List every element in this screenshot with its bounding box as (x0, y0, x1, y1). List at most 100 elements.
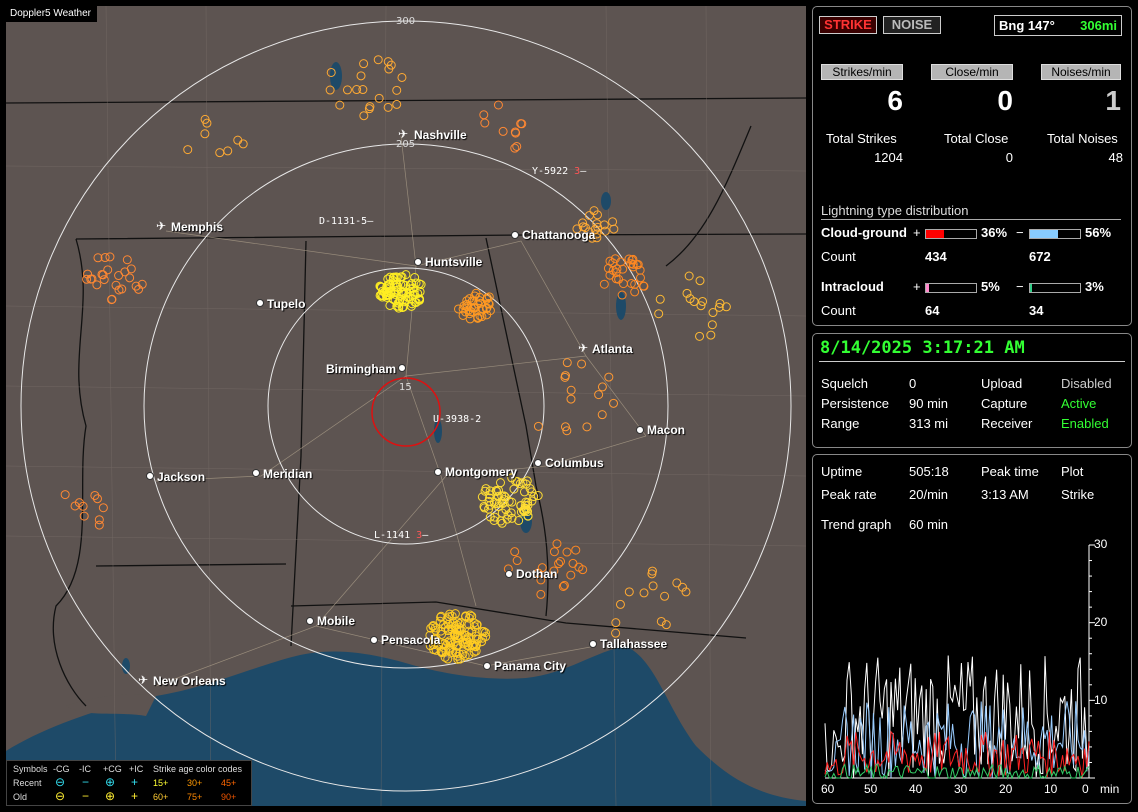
strike-marker (559, 580, 569, 590)
strike-marker (695, 331, 705, 341)
distribution-title: Lightning type distribution (821, 203, 969, 218)
strike-marker (511, 476, 521, 486)
receiver-label: Receiver (981, 416, 1033, 431)
city-dot (146, 472, 154, 480)
trend-graph-label: Trend graph (821, 517, 892, 532)
strike-marker (648, 581, 658, 591)
strike-marker (378, 286, 388, 296)
strike-marker (562, 426, 572, 436)
strike-marker (87, 274, 97, 284)
strike-marker (391, 282, 401, 292)
capture-label: Capture (981, 396, 1028, 411)
strike-marker (562, 547, 572, 557)
strike-marker (498, 126, 508, 136)
strike-marker (90, 490, 100, 500)
neg-cg-old-icon: ⊖ (55, 789, 66, 803)
strike-marker (615, 599, 625, 609)
lightning-map[interactable]: Doppler5 Weather 300 205 15 ✈ Nashville … (6, 6, 806, 806)
strike-marker (411, 278, 421, 288)
age-75: 75+ (187, 792, 203, 802)
pos-cg-old-icon: ⊕ (105, 789, 116, 803)
neg-ic-recent-icon: − (82, 775, 90, 789)
strike-marker (480, 628, 490, 638)
city-nashville: Nashville (414, 128, 467, 142)
x-tick-40: 40 (909, 782, 923, 796)
strike-marker (125, 273, 135, 283)
strike-marker (584, 227, 594, 237)
strike-marker (122, 255, 132, 265)
plot-value[interactable]: Strike (1061, 487, 1095, 502)
strike-marker (435, 616, 445, 626)
x-tick-10: 10 (1044, 782, 1058, 796)
age-90: 90+ (221, 792, 237, 802)
strike-marker (466, 307, 476, 317)
strike-marker (597, 410, 607, 420)
trend-panel: Uptime 505:18 Peak time Plot Peak rate 2… (812, 454, 1132, 804)
city-dot (370, 636, 378, 644)
strike-marker (405, 281, 415, 291)
strike-marker (477, 492, 487, 502)
strike-marker (672, 578, 682, 588)
strike-marker (388, 275, 398, 285)
noises-per-min-button[interactable]: Noises/min (1041, 64, 1121, 80)
strike-marker (577, 359, 587, 369)
city-meridian: Meridian (263, 467, 313, 481)
strike-marker (617, 290, 627, 300)
strike-marker (696, 301, 706, 311)
strike-marker (497, 491, 507, 501)
strike-button[interactable]: STRIKE (819, 16, 877, 34)
city-mobile: Mobile (317, 614, 355, 628)
strike-marker (605, 256, 615, 266)
trend-series-line (824, 730, 1090, 778)
strikes-per-min-button[interactable]: Strikes/min (821, 64, 903, 80)
x-tick-0: 0 (1082, 782, 1089, 796)
strike-marker (464, 650, 474, 660)
strike-marker (107, 295, 117, 305)
legend-neg-cg: -CG (53, 764, 70, 774)
plot-label: Plot (1061, 464, 1084, 479)
strike-marker (385, 272, 395, 282)
city-columbus: Columbus (545, 456, 604, 470)
strike-marker (608, 217, 618, 227)
strike-marker (470, 291, 480, 301)
strike-marker (552, 539, 562, 549)
strike-marker (593, 222, 603, 232)
strike-marker (600, 226, 610, 236)
age-15: 15+ (153, 778, 169, 788)
strike-marker (647, 566, 657, 576)
strike-marker (200, 114, 210, 124)
strike-marker (520, 500, 530, 510)
strike-marker (514, 516, 524, 526)
strike-marker (706, 330, 716, 340)
cg-negative-count: 672 (1029, 249, 1051, 264)
close-per-min-button[interactable]: Close/min (931, 64, 1013, 80)
strike-marker (475, 292, 485, 302)
peak-rate-label: Peak rate (821, 487, 877, 502)
legend-age-title: Strike age color codes (153, 764, 243, 774)
strike-marker (661, 620, 671, 630)
city-memphis: Memphis (171, 220, 224, 234)
strike-stats-panel: STRIKE NOISE Bng 147° 306mi Strikes/min … (812, 6, 1132, 326)
noise-button[interactable]: NOISE (883, 16, 941, 34)
x-tick-20: 20 (999, 782, 1013, 796)
range-label: Range (821, 416, 860, 431)
upload-value: Disabled (1061, 376, 1112, 391)
strike-marker (491, 486, 501, 496)
strike-marker (660, 591, 670, 601)
strike-marker (413, 289, 423, 299)
ring-label-205: 205 (396, 139, 416, 150)
strike-marker (436, 630, 446, 640)
storm-label: D-1131-5— (319, 216, 374, 227)
strike-marker (429, 634, 439, 644)
strike-marker (105, 252, 115, 262)
strike-marker (611, 268, 621, 278)
symbol-legend: Symbols -CG -IC +CG +IC Strike age color… (6, 760, 252, 806)
strike-marker (491, 499, 501, 509)
airport-icon: ✈ (138, 673, 149, 687)
strike-marker (442, 614, 452, 624)
strike-marker (394, 303, 404, 313)
strike-marker (489, 515, 499, 525)
strike-marker (98, 270, 108, 280)
pos-ic-recent-icon: + (131, 775, 139, 789)
strike-marker (92, 494, 102, 504)
